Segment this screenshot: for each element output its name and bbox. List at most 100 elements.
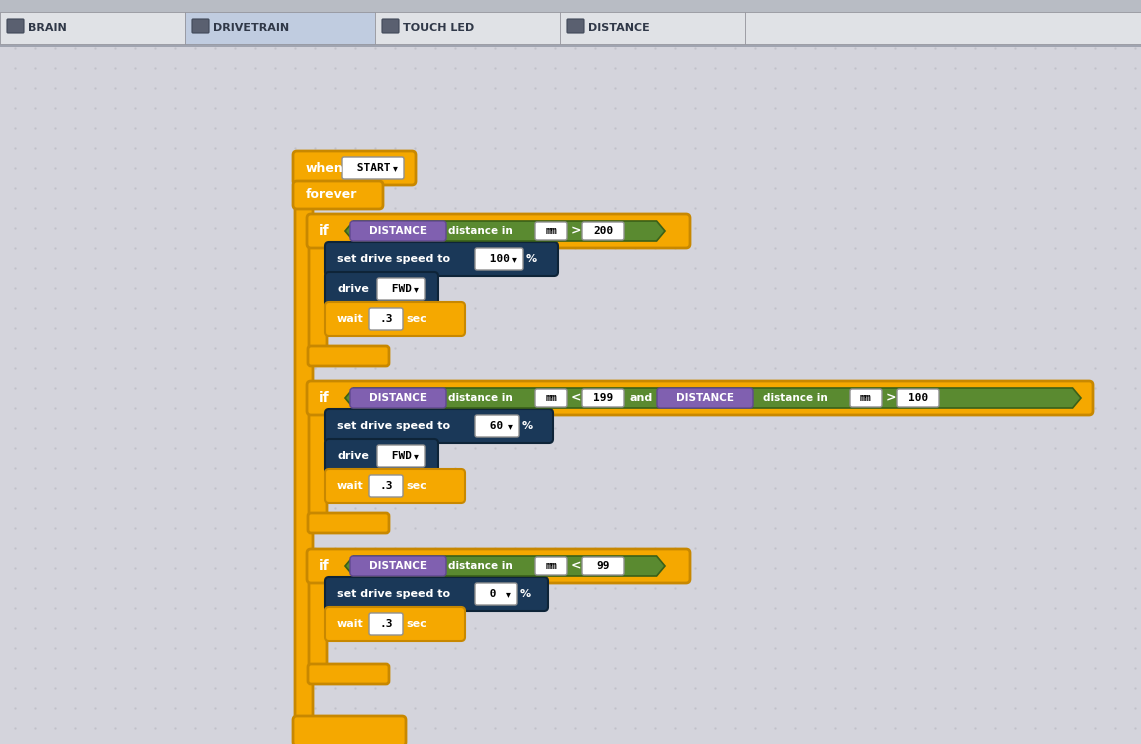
FancyBboxPatch shape [382,19,399,33]
FancyBboxPatch shape [657,388,753,408]
Text: ▾: ▾ [511,254,517,264]
FancyBboxPatch shape [185,12,375,44]
FancyBboxPatch shape [350,388,446,408]
FancyBboxPatch shape [309,409,327,518]
Text: 199: 199 [593,393,613,403]
Text: set drive speed to: set drive speed to [337,589,451,599]
FancyBboxPatch shape [475,583,517,605]
Text: %: % [526,254,537,264]
Text: >: > [570,225,582,237]
Text: 100: 100 [483,254,510,264]
FancyBboxPatch shape [369,475,403,497]
Text: if: if [319,559,330,573]
Text: DISTANCE: DISTANCE [588,23,649,33]
Text: DISTANCE: DISTANCE [369,226,427,236]
Text: if: if [319,224,330,238]
FancyBboxPatch shape [475,248,523,270]
Text: mm: mm [545,561,557,571]
FancyBboxPatch shape [350,556,446,576]
Text: distance in: distance in [448,561,512,571]
Text: mm: mm [545,393,557,403]
Text: .3: .3 [379,619,393,629]
Text: ▾: ▾ [508,421,512,431]
Text: 0: 0 [483,589,496,599]
Text: drive: drive [337,284,369,294]
Text: %: % [521,421,533,431]
Text: FWD: FWD [385,451,412,461]
Text: distance in: distance in [448,393,512,403]
FancyBboxPatch shape [325,577,548,611]
FancyBboxPatch shape [567,19,584,33]
FancyBboxPatch shape [308,346,389,366]
FancyBboxPatch shape [535,557,567,575]
Text: FWD: FWD [385,284,412,294]
FancyBboxPatch shape [369,308,403,330]
Text: DRIVETRAIN: DRIVETRAIN [213,23,289,33]
Text: .3: .3 [379,481,393,491]
Polygon shape [345,388,1081,408]
FancyBboxPatch shape [745,12,1141,44]
FancyBboxPatch shape [535,389,567,407]
Text: ▾: ▾ [413,451,419,461]
FancyBboxPatch shape [475,415,519,437]
FancyBboxPatch shape [325,439,438,473]
FancyBboxPatch shape [0,0,1141,12]
Text: distance in: distance in [763,393,827,403]
Text: sec: sec [406,619,427,629]
FancyBboxPatch shape [293,181,383,209]
Text: mm: mm [860,393,872,403]
Text: 99: 99 [597,561,609,571]
Text: DISTANCE: DISTANCE [369,561,427,571]
FancyBboxPatch shape [293,716,406,744]
FancyBboxPatch shape [582,222,624,240]
FancyBboxPatch shape [0,12,1141,44]
FancyBboxPatch shape [350,221,446,241]
Text: and: and [630,393,654,403]
FancyBboxPatch shape [850,389,882,407]
FancyBboxPatch shape [192,19,209,33]
Text: >: > [887,391,897,405]
Text: wait: wait [337,314,364,324]
Text: .3: .3 [379,314,393,324]
Text: forever: forever [306,188,357,202]
FancyBboxPatch shape [7,19,24,33]
FancyBboxPatch shape [307,381,1093,415]
FancyBboxPatch shape [296,201,313,722]
Text: START: START [350,163,390,173]
FancyBboxPatch shape [325,607,466,641]
Text: <: < [570,559,582,572]
Text: ▾: ▾ [505,589,510,599]
Text: wait: wait [337,481,364,491]
FancyBboxPatch shape [325,409,553,443]
FancyBboxPatch shape [582,389,624,407]
Text: ▾: ▾ [413,284,419,294]
FancyBboxPatch shape [560,12,745,44]
FancyBboxPatch shape [307,549,690,583]
Text: ▾: ▾ [393,163,397,173]
FancyBboxPatch shape [342,157,404,179]
FancyBboxPatch shape [377,278,424,300]
FancyBboxPatch shape [377,445,424,467]
Text: 100: 100 [908,393,928,403]
Text: if: if [319,391,330,405]
FancyBboxPatch shape [325,469,466,503]
Text: set drive speed to: set drive speed to [337,421,451,431]
Text: 60: 60 [483,421,503,431]
FancyBboxPatch shape [325,302,466,336]
Text: <: < [570,391,582,405]
FancyBboxPatch shape [307,214,690,248]
FancyBboxPatch shape [309,577,327,669]
Text: when: when [306,161,343,175]
FancyBboxPatch shape [582,557,624,575]
Polygon shape [345,556,665,576]
FancyBboxPatch shape [535,222,567,240]
Text: DISTANCE: DISTANCE [675,393,734,403]
FancyBboxPatch shape [897,389,939,407]
FancyBboxPatch shape [309,242,327,351]
FancyBboxPatch shape [325,272,438,306]
Text: distance in: distance in [448,226,512,236]
Text: set drive speed to: set drive speed to [337,254,451,264]
FancyBboxPatch shape [375,12,560,44]
Text: TOUCH LED: TOUCH LED [403,23,475,33]
FancyBboxPatch shape [325,242,558,276]
